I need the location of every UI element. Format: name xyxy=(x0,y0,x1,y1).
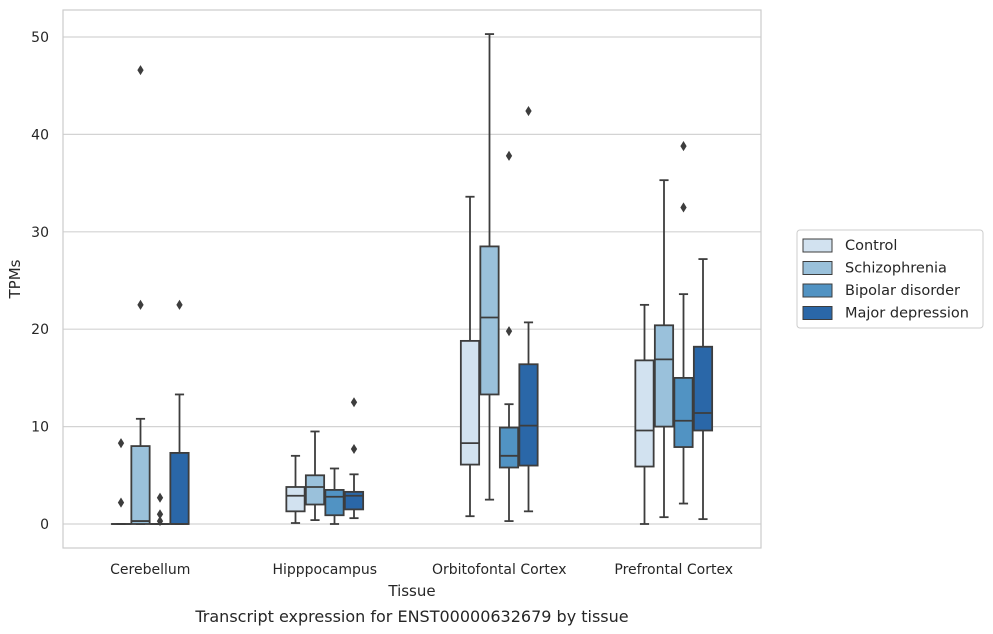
outlier-point xyxy=(505,326,513,337)
box-control xyxy=(110,438,132,525)
legend-label: Schizophrenia xyxy=(845,261,947,277)
box-iqr xyxy=(304,474,326,506)
box-major-depression xyxy=(692,258,714,521)
box-bipolar-disorder xyxy=(149,492,171,527)
y-tick-label: 40 xyxy=(31,127,49,143)
legend-swatch xyxy=(802,238,833,253)
box-iqr xyxy=(324,489,345,517)
chart-caption: Transcript expression for ENST0000063267… xyxy=(194,607,628,626)
y-axis-label: TPMs xyxy=(6,259,24,299)
y-tick-label: 50 xyxy=(31,30,49,46)
boxes-layer xyxy=(110,33,714,527)
box-iqr xyxy=(285,486,306,513)
box-iqr xyxy=(518,363,539,467)
box-major-depression xyxy=(518,105,539,513)
outlier-point xyxy=(350,397,358,408)
box-schizophrenia xyxy=(653,179,675,519)
box-bipolar-disorder xyxy=(324,467,345,525)
y-tick-label: 0 xyxy=(40,517,49,533)
box-bipolar-disorder xyxy=(673,141,694,505)
outlier-point xyxy=(680,202,687,213)
x-axis-label: Tissue xyxy=(387,582,435,600)
legend-swatch xyxy=(802,306,833,320)
plot-frame xyxy=(62,9,762,549)
legend-label: Major depression xyxy=(845,306,969,322)
box-schizophrenia xyxy=(479,33,500,501)
box-schizophrenia xyxy=(130,65,151,525)
box-schizophrenia xyxy=(304,430,326,522)
box-major-depression xyxy=(169,299,190,525)
box-iqr xyxy=(459,339,481,466)
box-iqr xyxy=(169,451,190,525)
box-iqr xyxy=(479,245,500,396)
box-iqr xyxy=(498,426,520,469)
outlier-point xyxy=(137,299,144,310)
outlier-point xyxy=(156,492,164,503)
box-iqr xyxy=(692,345,714,432)
x-tick-label: Cerebellum xyxy=(110,562,190,578)
y-tick-label: 10 xyxy=(31,420,49,436)
box-control xyxy=(634,303,655,525)
box-bipolar-disorder xyxy=(498,150,520,522)
box-iqr xyxy=(634,359,655,468)
box-iqr xyxy=(673,376,694,448)
box-iqr xyxy=(653,324,675,428)
legend: Control Schizophrenia Bipolar disorder Majo… xyxy=(796,229,984,329)
box-control xyxy=(459,195,481,518)
outlier-point xyxy=(117,497,125,508)
y-tick-label: 20 xyxy=(31,322,49,338)
x-tick-label: Prefrontal Cortex xyxy=(614,562,733,578)
legend-label: Control xyxy=(845,238,897,254)
y-tick-labels: 0 10 20 30 40 50 xyxy=(31,30,49,533)
outlier-point xyxy=(176,299,183,310)
box-iqr xyxy=(130,445,151,525)
outlier-point xyxy=(117,438,125,449)
outlier-point xyxy=(156,509,164,520)
legend-swatch xyxy=(802,283,833,298)
legend-label: Bipolar disorder xyxy=(845,283,960,299)
box-iqr xyxy=(343,490,365,511)
x-tick-labels: Cerebellum Hipppocampus Orbitofontal Corte… xyxy=(110,562,733,578)
x-tick-label: Orbitofontal Cortex xyxy=(432,562,567,578)
legend-frame xyxy=(796,229,984,329)
plot-background xyxy=(63,10,761,548)
outlier-point xyxy=(156,516,164,527)
legend-swatch xyxy=(802,261,833,275)
outlier-point xyxy=(505,150,513,161)
outlier-point xyxy=(137,65,144,76)
box-control xyxy=(285,454,306,524)
box-major-depression xyxy=(343,397,365,520)
outlier-point xyxy=(350,443,358,455)
outlier-point xyxy=(680,141,687,152)
x-tick-label: Hipppocampus xyxy=(272,562,377,578)
y-tick-label: 30 xyxy=(31,225,49,241)
outlier-point xyxy=(525,105,532,117)
